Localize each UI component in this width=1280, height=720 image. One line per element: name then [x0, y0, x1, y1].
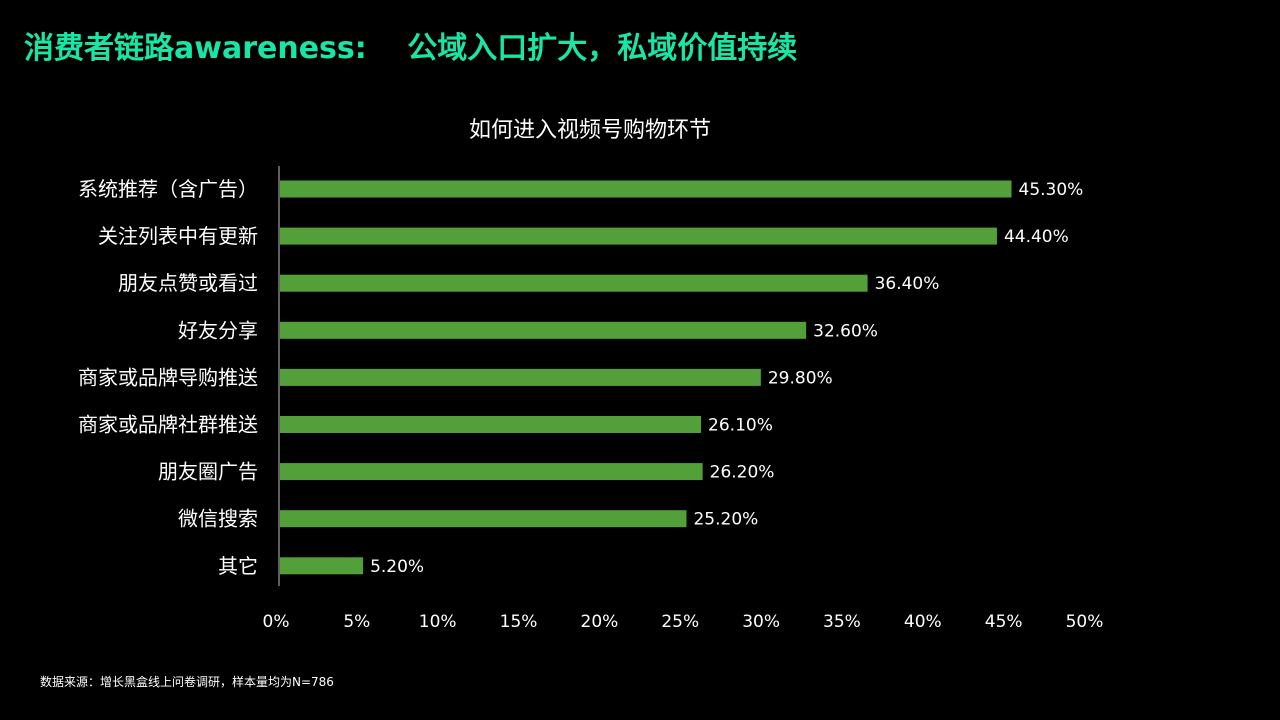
data-label: 26.10%	[708, 416, 773, 436]
bar	[280, 557, 364, 575]
category-label: 商家或品牌社群推送	[78, 413, 258, 437]
bar	[280, 510, 687, 528]
x-tick-label: 45%	[985, 612, 1023, 632]
data-label: 44.40%	[1004, 227, 1069, 247]
x-axis: 0% 5% 10% 15% 20% 25% 30% 35% 40% 45% 50%	[263, 166, 1104, 632]
x-tick-label: 0%	[263, 612, 290, 632]
category-label: 其它	[218, 554, 258, 578]
data-label: 32.60%	[813, 321, 878, 341]
source-note: 数据来源：增长黑盒线上问卷调研，样本量均为N=786	[40, 675, 334, 689]
x-tick-label: 25%	[661, 612, 699, 632]
category-label: 朋友圈广告	[158, 460, 258, 484]
chart-title: 如何进入视频号购物环节	[468, 118, 711, 143]
category-labels: 系统推荐（含广告） 关注列表中有更新朋友点赞或看过好友分享商家或品牌导购推送商家或…	[78, 177, 258, 578]
data-label: 29.80%	[768, 368, 833, 388]
data-label: 25.20%	[693, 510, 758, 530]
x-tick-label: 50%	[1066, 612, 1104, 632]
bar	[280, 463, 703, 481]
data-label: 26.20%	[710, 463, 775, 483]
x-tick-label: 30%	[742, 612, 780, 632]
category-label: 关注列表中有更新	[98, 224, 258, 248]
x-tick-label: 10%	[419, 612, 457, 632]
category-label: 好友分享	[178, 318, 258, 342]
category-label: 系统推荐（含广告）	[78, 177, 258, 201]
bar	[280, 416, 702, 433]
data-label: 45.30%	[1019, 180, 1084, 200]
bars	[280, 180, 1012, 575]
category-label: 商家或品牌导购推送	[78, 365, 258, 389]
bar	[280, 368, 761, 386]
category-label: 微信搜索	[178, 507, 258, 531]
slide-title: 消费者链路awareness: 公域入口扩大，私域价值持续	[24, 31, 798, 66]
x-tick-label: 5%	[343, 612, 370, 632]
bar	[280, 180, 1012, 198]
x-tick-label: 15%	[500, 612, 538, 632]
bar	[280, 227, 997, 245]
bar	[280, 274, 868, 292]
x-tick-label: 40%	[904, 612, 942, 632]
bar	[280, 321, 807, 339]
data-label: 36.40%	[875, 274, 940, 294]
data-label: 5.20%	[370, 557, 424, 577]
value-labels: 45.30% 44.40% 36.40% 32.60% 29.80% 26.10% 26.2…	[370, 180, 1083, 577]
x-tick-label: 35%	[823, 612, 861, 632]
category-label: 朋友点赞或看过	[118, 271, 258, 295]
x-tick-label: 20%	[581, 612, 619, 632]
